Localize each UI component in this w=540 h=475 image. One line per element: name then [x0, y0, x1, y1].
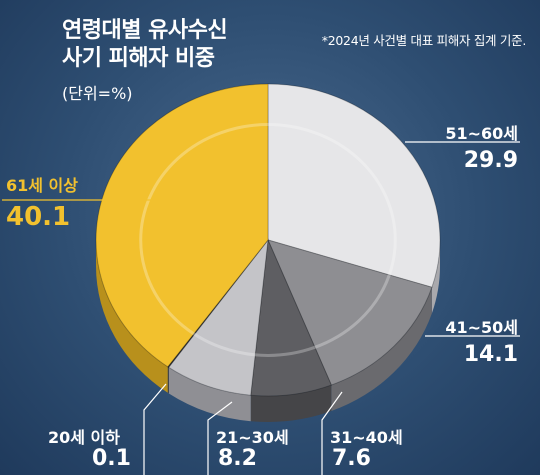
plate-ring — [139, 123, 397, 357]
label-31-40-value: 7.6 — [332, 446, 371, 471]
label-21-30-value: 8.2 — [218, 446, 257, 471]
chart-title-line1: 연령대별 유사수신 — [62, 18, 228, 43]
label-61-over-value: 40.1 — [6, 202, 71, 232]
label-20-under-category: 20세 이하 — [48, 428, 120, 447]
source-note: *2024년 사건별 대표 피해자 집계 기준. — [321, 33, 527, 48]
slice-31-40-side — [250, 385, 332, 422]
slice-61-over-side — [96, 240, 168, 393]
slice-51-60 — [267, 83, 441, 288]
pie-slices — [95, 83, 441, 422]
slice-21-30 — [167, 238, 269, 396]
label-51-60-category: 51~60세 — [445, 124, 518, 143]
slice-41-50-side — [331, 287, 432, 412]
chart-title-line2: 사기 피해자 비중 — [62, 46, 215, 71]
label-20-under-value: 0.1 — [92, 446, 131, 471]
label-61-over-category: 61세 이상 — [6, 176, 78, 195]
label-31-40-category: 31~40세 — [330, 428, 403, 447]
slice-51-60-side — [431, 240, 440, 314]
slice-31-40 — [250, 238, 332, 397]
leader-21-30 — [207, 401, 233, 475]
slice-21-30-side — [168, 367, 251, 422]
slice-20-under-side — [167, 366, 169, 394]
label-21-30-category: 21~30세 — [216, 428, 289, 447]
slice-61-over — [95, 83, 269, 368]
label-51-60-value: 29.9 — [463, 148, 518, 173]
label-41-50-value: 14.1 — [463, 342, 518, 367]
unit-label: (단위=%) — [62, 84, 133, 103]
label-41-50-category: 41~50세 — [445, 318, 518, 337]
slice-41-50 — [267, 239, 433, 386]
leader-20-under — [143, 383, 167, 475]
leader-31-40 — [321, 391, 343, 475]
leader-lines — [2, 141, 520, 475]
